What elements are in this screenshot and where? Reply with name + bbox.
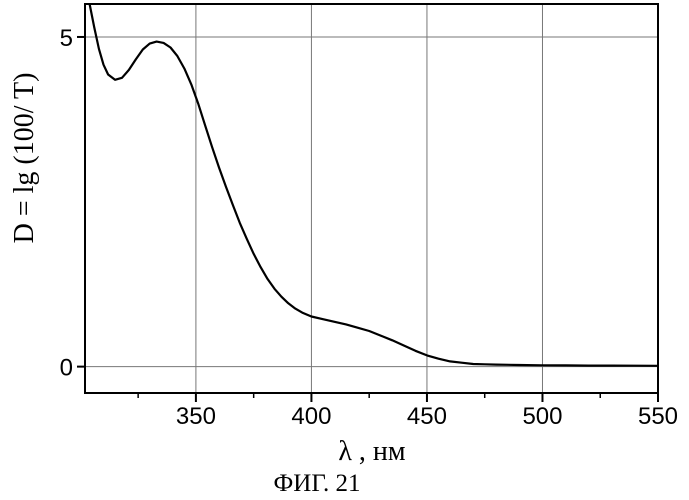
x-tick-label-350: 350 — [176, 403, 216, 430]
x-axis-title: λ , нм — [338, 436, 406, 467]
y-axis-title: D = lg (100/ T) — [9, 73, 40, 244]
x-tick-label-400: 400 — [291, 403, 331, 430]
figure-caption: ФИГ. 21 — [274, 470, 361, 497]
y-tick-label-5: 5 — [60, 25, 73, 52]
x-tick-label-450: 450 — [407, 403, 447, 430]
tick-labels: 350 400 450 500 550 0 5 — [60, 25, 678, 430]
plot-frame — [85, 4, 658, 393]
y-tick-label-0: 0 — [60, 355, 73, 382]
axis-ticks — [77, 37, 658, 402]
absorbance-curve — [90, 4, 658, 366]
x-tick-label-550: 550 — [638, 403, 678, 430]
x-tick-label-500: 500 — [522, 403, 562, 430]
grid-lines — [85, 4, 658, 393]
